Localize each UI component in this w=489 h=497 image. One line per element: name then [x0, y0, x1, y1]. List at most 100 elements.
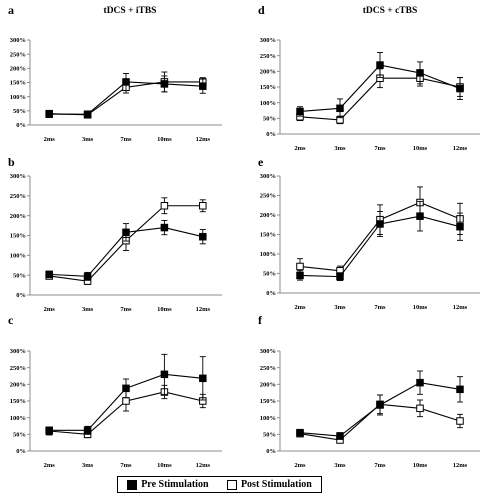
x-tick-label: 10ms	[157, 462, 172, 469]
x-tick-label: 12ms	[453, 145, 468, 152]
marker-pre	[199, 232, 207, 241]
x-tick-label: 12ms	[196, 462, 211, 469]
marker-post	[416, 404, 424, 413]
marker-pre	[83, 110, 92, 118]
x-tick-label: 10ms	[157, 306, 172, 313]
y-tick-label: 300%	[260, 173, 276, 180]
legend-item-post: Post Stimulation	[226, 479, 312, 490]
x-tick-label: 3ms	[82, 306, 94, 313]
y-tick-label: 150%	[260, 84, 276, 91]
panel-title: tDCS + cTBS	[363, 6, 418, 16]
x-tick-label: 2ms	[294, 304, 306, 311]
marker-pre	[456, 84, 464, 93]
marker-pre	[456, 222, 464, 231]
x-tick-label: 12ms	[453, 304, 468, 311]
y-tick-label: 50%	[13, 272, 26, 279]
y-tick-label: 100%	[10, 253, 26, 260]
marker-pre	[122, 78, 130, 86]
marker-pre	[296, 428, 304, 437]
x-tick-label: 7ms	[120, 136, 132, 143]
y-tick-label: 100%	[260, 415, 276, 422]
marker-pre	[122, 228, 130, 237]
y-tick-label: 150%	[10, 80, 26, 87]
y-tick-label: 250%	[10, 51, 26, 58]
marker-pre	[160, 223, 169, 232]
marker-pre	[336, 432, 344, 440]
panel-d: d tDCS + cTBS 0% 50% 100% 150% 200% 250% 300% 2ms…	[258, 3, 480, 152]
x-tick-label: 3ms	[334, 304, 346, 311]
y-tick-label: 300%	[260, 348, 276, 355]
x-tick-label: 3ms	[334, 145, 346, 152]
y-tick-label: 250%	[260, 193, 276, 200]
chart-legend: Pre Stimulation Post Stimulation	[117, 476, 322, 493]
x-tick-label: 3ms	[334, 462, 346, 469]
y-tick-label: 250%	[260, 53, 276, 60]
marker-post	[456, 417, 464, 425]
y-tick-label: 200%	[260, 382, 276, 389]
x-tick-label: 7ms	[374, 145, 386, 152]
marker-pre	[376, 220, 384, 228]
y-tick-label: 100%	[260, 100, 276, 107]
y-tick-label: 300%	[10, 348, 26, 355]
marker-pre	[199, 374, 207, 383]
y-tick-label: 100%	[10, 415, 26, 422]
y-tick-label: 100%	[10, 94, 26, 101]
marker-post	[199, 202, 207, 210]
y-tick-label: 300%	[10, 37, 26, 44]
x-tick-label: 2ms	[294, 145, 306, 152]
legend-item-pre: Pre Stimulation	[127, 479, 209, 490]
y-tick-label: 250%	[10, 193, 26, 200]
y-tick-label: 150%	[260, 398, 276, 405]
x-tick-label: 7ms	[374, 462, 386, 469]
y-tick-label: 200%	[10, 213, 26, 220]
marker-pre	[416, 212, 424, 220]
y-tick-label: 0%	[16, 292, 26, 299]
x-tick-label: 10ms	[157, 136, 172, 143]
marker-pre	[336, 272, 344, 281]
marker-pre	[456, 385, 464, 394]
marker-pre	[296, 271, 304, 280]
legend-label-post: Post Stimulation	[240, 479, 312, 490]
x-tick-label: 12ms	[196, 306, 211, 313]
y-tick-label: 300%	[10, 173, 26, 180]
marker-pre	[416, 378, 424, 387]
panel-a: a tDCS + iTBS 0% 50% 100% 150% 200% 250% 300% 2ms…	[8, 3, 222, 143]
y-tick-label: 150%	[260, 232, 276, 239]
panel-label-a: a	[8, 3, 14, 17]
y-tick-label: 250%	[260, 365, 276, 372]
y-tick-label: 50%	[13, 108, 26, 115]
x-tick-label: 7ms	[374, 304, 386, 311]
marker-pre	[296, 107, 304, 116]
x-tick-label: 2ms	[294, 462, 306, 469]
y-tick-label: 200%	[10, 382, 26, 389]
panel-label-e: e	[258, 155, 264, 169]
x-tick-label: 12ms	[196, 136, 211, 143]
marker-pre	[199, 82, 207, 90]
y-tick-label: 300%	[260, 37, 276, 44]
marker-pre	[45, 270, 53, 279]
post-swatch	[226, 479, 237, 490]
marker-pre	[45, 110, 53, 118]
legend-label-pre: Pre Stimulation	[141, 479, 209, 490]
y-tick-label: 50%	[263, 432, 276, 439]
y-tick-label: 0%	[266, 448, 276, 455]
y-tick-label: 250%	[10, 365, 26, 372]
panel-b: b 0% 50% 100% 150% 200% 250% 300% 2ms 3ms 7ms 10ms 1…	[8, 155, 222, 313]
x-tick-label: 10ms	[413, 145, 428, 152]
x-tick-label: 2ms	[44, 306, 56, 313]
panel-e: e 0% 50% 100% 150% 200% 250% 300% 2ms 3ms 7ms 10ms 1…	[258, 155, 480, 311]
marker-pre	[45, 426, 53, 435]
panel-label-c: c	[8, 313, 14, 327]
marker-pre	[336, 104, 344, 113]
x-tick-label: 7ms	[120, 462, 132, 469]
x-tick-label: 2ms	[44, 136, 56, 143]
x-tick-label: 12ms	[453, 462, 468, 469]
y-tick-label: 0%	[266, 290, 276, 297]
x-tick-label: 10ms	[413, 462, 428, 469]
pre-swatch	[127, 479, 138, 490]
y-tick-label: 200%	[260, 69, 276, 76]
marker-post	[122, 397, 130, 405]
marker-pre	[160, 370, 169, 379]
marker-pre	[122, 384, 130, 393]
y-tick-label: 0%	[16, 122, 26, 129]
